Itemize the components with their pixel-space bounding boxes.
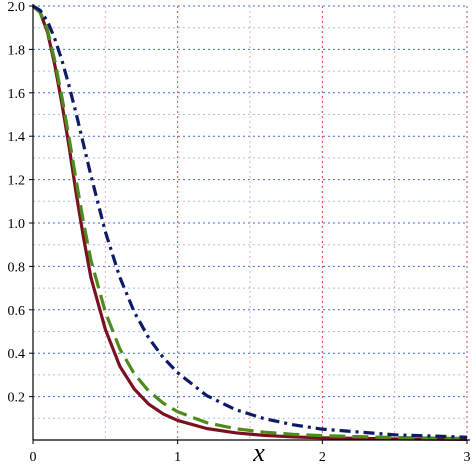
x-tick-label: 2 (319, 450, 326, 465)
y-tick-label: 1.0 (8, 217, 26, 232)
y-tick-label: 0.4 (8, 347, 26, 362)
y-tick-label: 1.4 (8, 130, 26, 145)
y-tick-label: 0.8 (8, 260, 26, 275)
axes (29, 4, 470, 444)
y-tick-label: 1.8 (8, 43, 26, 58)
series-3-line (32, 4, 468, 439)
x-tick-label: 3 (464, 450, 471, 465)
x-tick-label: 0 (30, 450, 37, 465)
y-tick-label: 1.6 (8, 87, 26, 102)
x-tick-label: 1 (174, 450, 181, 465)
y-tick-label: 0.6 (8, 304, 26, 319)
x-axis-label: x (252, 438, 265, 466)
series-layer (31, 4, 468, 441)
y-tick-label: 0.2 (8, 391, 26, 406)
grid (33, 5, 468, 440)
tick-labels: 0.2 0.4 0.6 0.8 1.0 1.2 1.4 1.6 1.8 2.0 0 1 2 3 (8, 0, 471, 465)
y-tick-label: 2.0 (8, 0, 26, 15)
series-2-line (31, 4, 468, 441)
y-tick-label: 1.2 (8, 174, 26, 189)
